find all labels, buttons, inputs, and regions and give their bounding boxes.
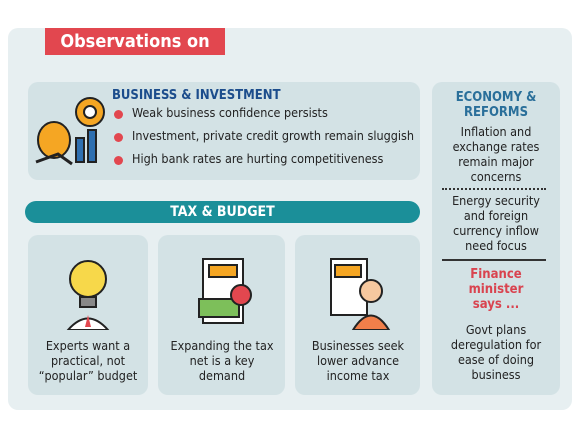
minister-text: Govt plans deregulation for ease of doin… [450,322,542,382]
business-point: Investment, private credit growth remain… [132,128,414,143]
economy-point: Inflation and exchange rates remain majo… [452,124,540,184]
tax-doc-icon [198,258,252,324]
tax-card-text: Experts want a practical, not “popular” … [38,338,138,383]
tax-title: TAX & BUDGET [25,201,420,223]
header-title: Observations on [45,28,225,55]
tax-card-text: Businesses seek lower advance income tax [311,338,405,383]
business-icon [35,97,105,166]
bullet [114,110,123,119]
bullet [114,133,123,142]
economy-title: ECONOMY & REFORMS [455,90,537,120]
separator [442,259,546,261]
minister-title: Finance minister says ... [468,267,524,312]
economy-box [432,82,560,395]
tax-card-text: Expanding the tax net is a key demand [170,338,274,383]
bulb-icon [66,260,110,330]
bullet [114,156,123,165]
economy-point: Energy security and foreign currency inf… [452,193,540,253]
business-point: Weak business confidence persists [132,105,328,120]
business-point: High bank rates are hurting competitiven… [132,151,384,166]
separator [442,188,546,190]
person-icon [330,258,391,330]
business-title: BUSINESS & INVESTMENT [112,88,281,103]
